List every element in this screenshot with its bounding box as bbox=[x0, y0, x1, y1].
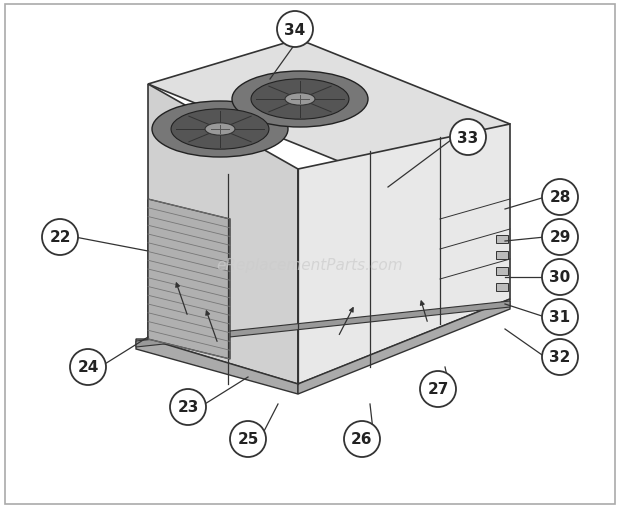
Circle shape bbox=[542, 340, 578, 375]
Circle shape bbox=[170, 389, 206, 425]
Circle shape bbox=[344, 421, 380, 457]
Circle shape bbox=[230, 421, 266, 457]
Polygon shape bbox=[136, 340, 298, 394]
Ellipse shape bbox=[171, 109, 269, 150]
Text: 25: 25 bbox=[237, 432, 259, 446]
Polygon shape bbox=[148, 200, 230, 359]
Text: 22: 22 bbox=[49, 230, 71, 245]
Text: 23: 23 bbox=[177, 400, 198, 415]
Circle shape bbox=[70, 349, 106, 385]
Text: 30: 30 bbox=[549, 270, 570, 285]
Polygon shape bbox=[148, 40, 510, 169]
Text: 29: 29 bbox=[549, 230, 570, 245]
Ellipse shape bbox=[285, 94, 315, 106]
Text: 26: 26 bbox=[352, 432, 373, 446]
Polygon shape bbox=[298, 125, 510, 384]
Ellipse shape bbox=[251, 80, 349, 120]
Circle shape bbox=[542, 219, 578, 256]
Circle shape bbox=[450, 120, 486, 156]
Circle shape bbox=[420, 371, 456, 407]
Bar bbox=[496, 284, 508, 292]
Bar bbox=[496, 236, 508, 243]
Polygon shape bbox=[136, 301, 510, 347]
Text: eReplacementParts.com: eReplacementParts.com bbox=[216, 257, 404, 272]
Circle shape bbox=[542, 260, 578, 295]
Text: 31: 31 bbox=[549, 310, 570, 325]
Text: 28: 28 bbox=[549, 190, 570, 205]
Text: 34: 34 bbox=[285, 22, 306, 38]
Circle shape bbox=[542, 299, 578, 335]
Bar bbox=[496, 267, 508, 275]
Circle shape bbox=[277, 12, 313, 48]
Text: 33: 33 bbox=[458, 130, 479, 145]
Ellipse shape bbox=[232, 72, 368, 128]
Polygon shape bbox=[148, 85, 298, 384]
Text: 27: 27 bbox=[427, 382, 449, 397]
Text: 32: 32 bbox=[549, 350, 570, 365]
Circle shape bbox=[42, 219, 78, 256]
Bar bbox=[496, 251, 508, 260]
Text: 24: 24 bbox=[78, 360, 99, 375]
Circle shape bbox=[542, 180, 578, 216]
Ellipse shape bbox=[205, 124, 235, 136]
Polygon shape bbox=[298, 299, 510, 394]
Ellipse shape bbox=[152, 102, 288, 158]
